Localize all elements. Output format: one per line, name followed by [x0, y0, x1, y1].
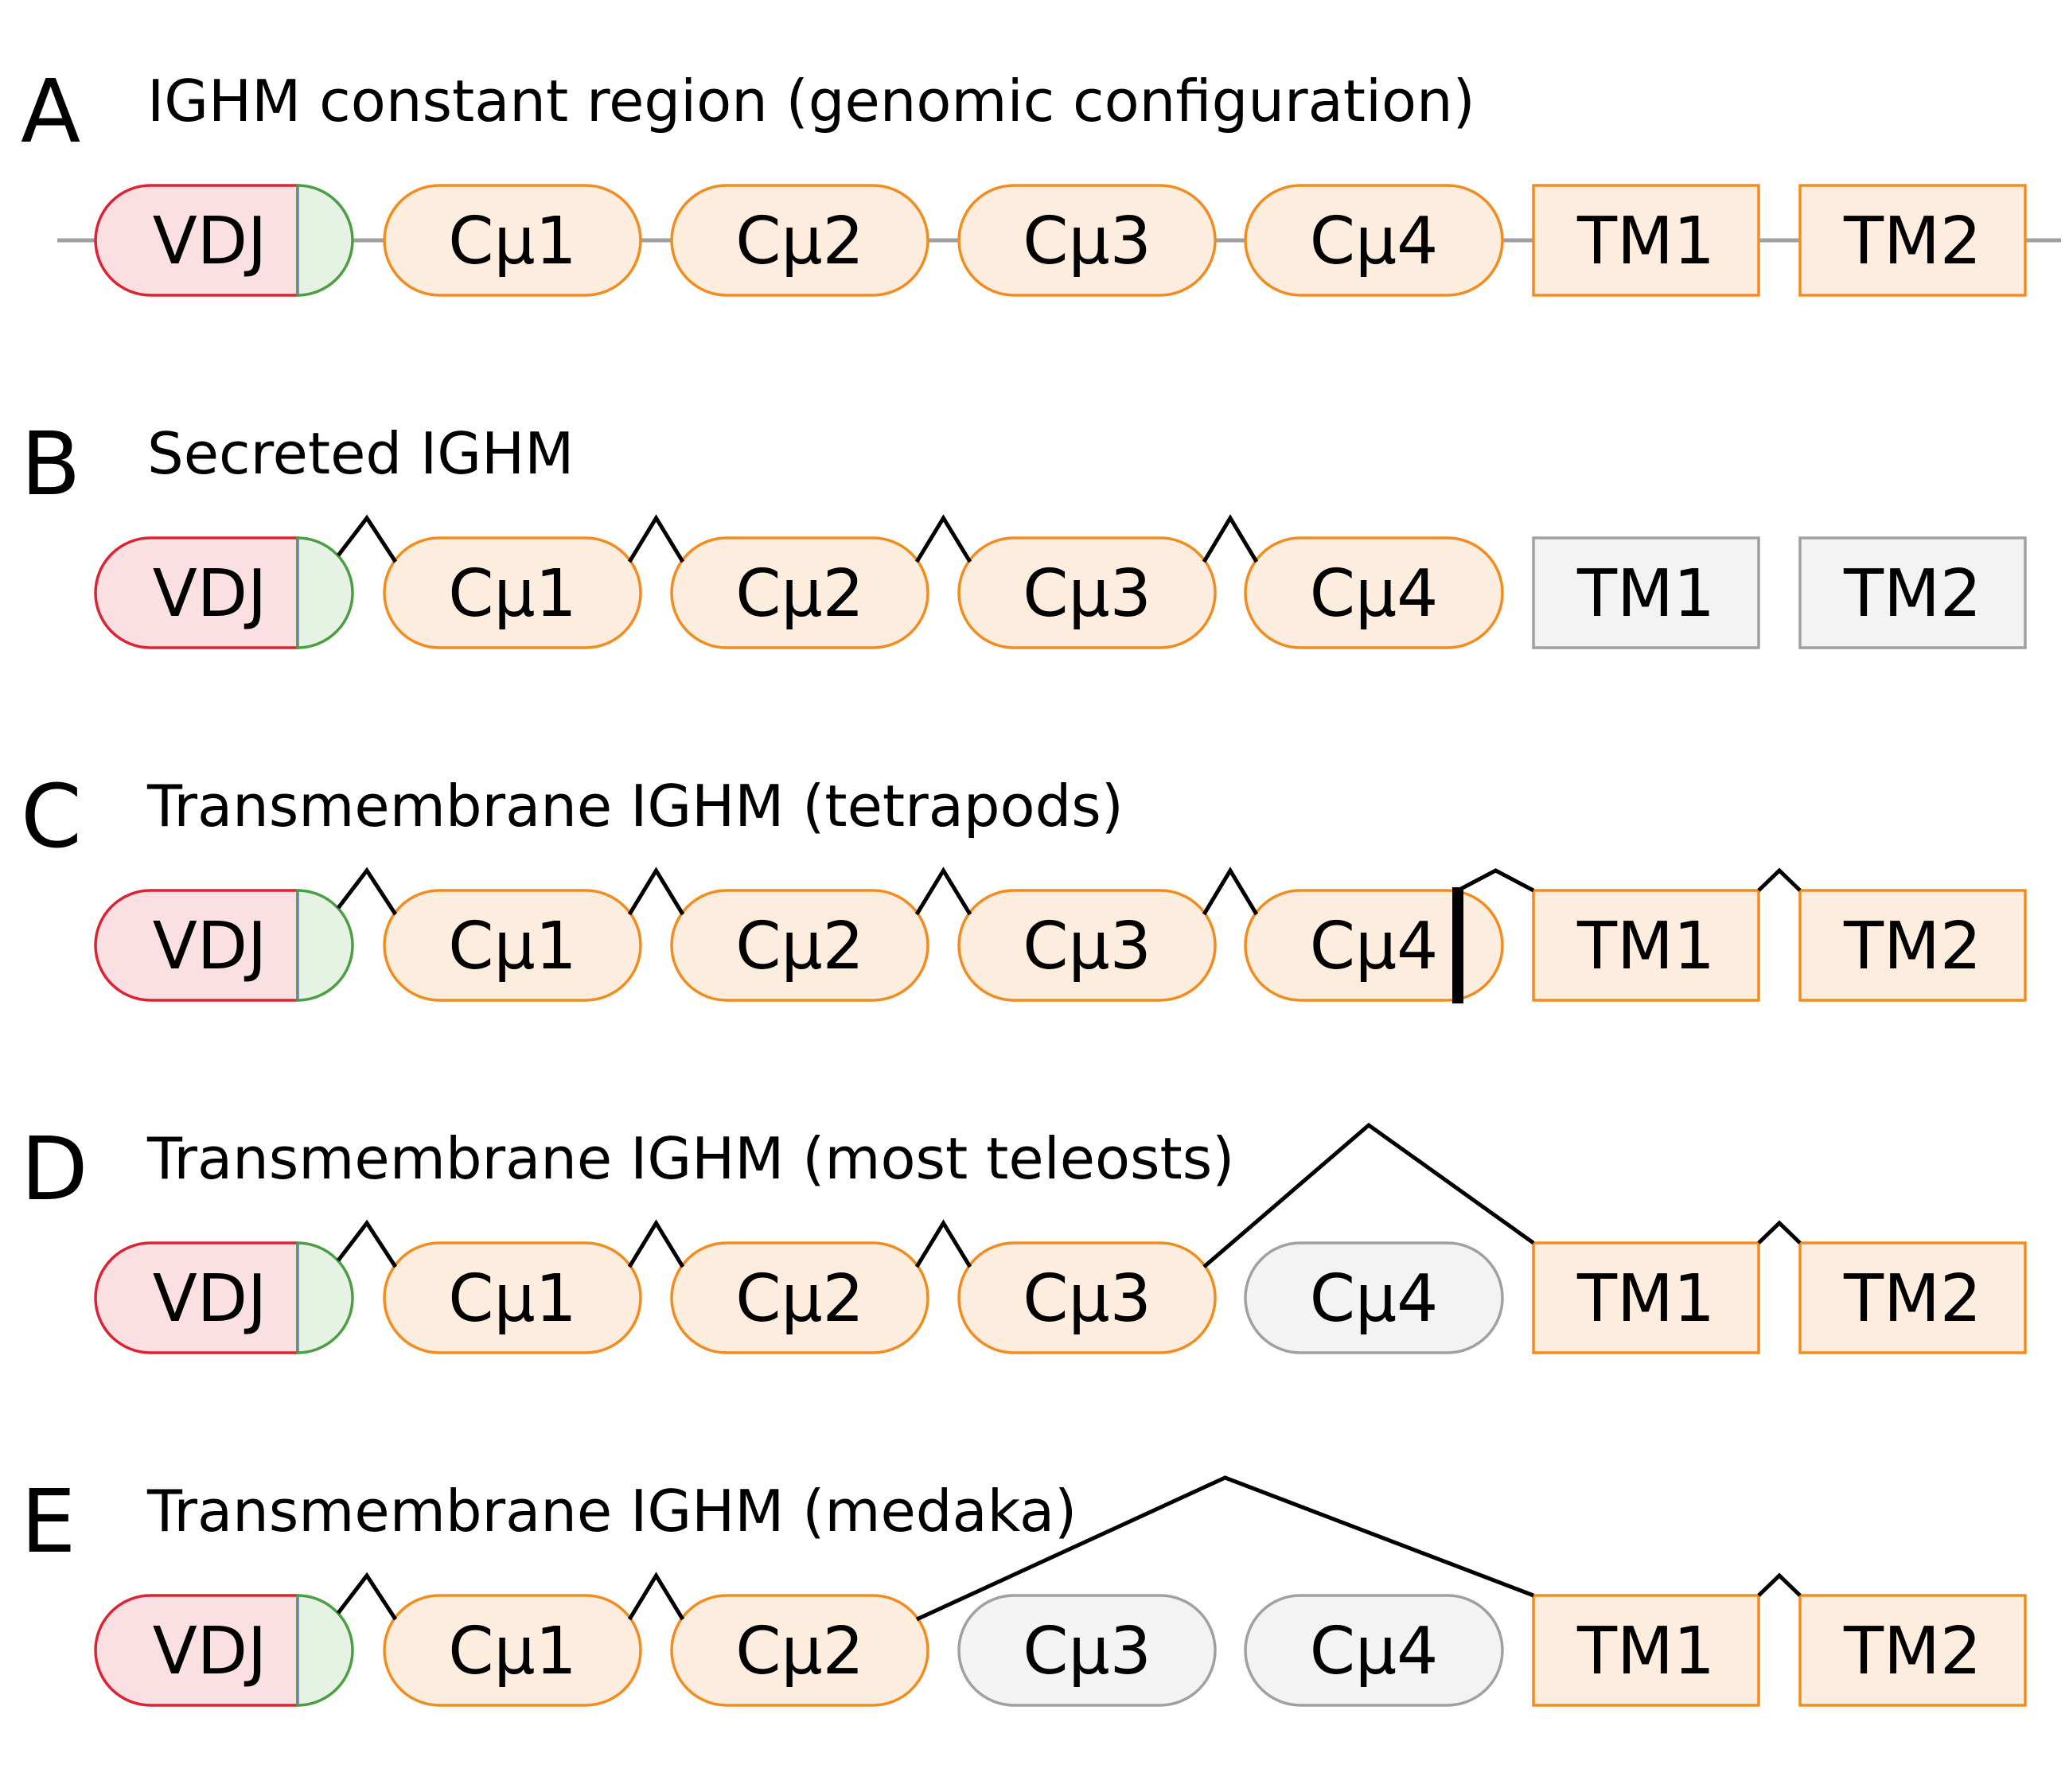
panel-a: A IGHM constant region (genomic configura… — [21, 60, 2061, 297]
vdj-segment — [94, 184, 299, 297]
cm2-exon-shape — [670, 184, 929, 297]
tm1-label: TM1 — [1576, 556, 1715, 632]
tm1-exon-shape — [1532, 889, 1760, 1002]
cm3-label: Cμ3 — [1023, 1261, 1151, 1337]
cm1-label: Cμ1 — [448, 204, 577, 279]
cm4-label: Cμ4 — [1310, 1261, 1439, 1337]
panel-letter: E — [21, 1471, 76, 1572]
panel-letter: C — [21, 765, 82, 867]
splice-cm1-cm2 — [627, 1572, 685, 1621]
tm2-label: TM2 — [1843, 1614, 1981, 1689]
splice-cm3-cm4 — [1202, 514, 1259, 563]
cm4-label: Cμ4 — [1310, 1614, 1439, 1689]
panel-d: D Transmembrane IGHM (most teleosts) VDJ Cμ… — [21, 1118, 2027, 1354]
vdj-label: VDJ — [153, 556, 267, 632]
vdj-label: VDJ — [153, 1261, 267, 1337]
cm2-label: Cμ2 — [735, 1261, 864, 1337]
panel-letter: A — [21, 60, 80, 162]
splice-cm2-cm3 — [914, 1219, 972, 1268]
splice-tm1-tm2 — [1757, 1220, 1802, 1245]
vdj-cap-segment — [296, 1594, 354, 1707]
vdj-cap-segment — [296, 184, 354, 297]
cm1-exon-shape — [383, 184, 642, 297]
panel-title: Secreted IGHM — [147, 420, 574, 487]
splice-vdj-cm1 — [337, 514, 398, 563]
panel-title: Transmembrane IGHM (most teleosts) — [146, 1125, 1234, 1192]
splice-vdj-cm1 — [337, 867, 398, 916]
panel-b: B Secreted IGHM VDJ Cμ1 Cμ2 Cμ3 Cμ4 TM1 TM2 — [21, 413, 2027, 649]
splice-cm3-tm1 — [1202, 1122, 1535, 1268]
cm3-exon-shape — [957, 1594, 1217, 1707]
cm4-exon-shape — [1244, 1241, 1504, 1354]
splice-cm2-cm3 — [914, 514, 972, 563]
panel-letter: B — [21, 413, 80, 515]
tm1-label: TM1 — [1576, 1261, 1715, 1337]
vdj-cap-segment — [296, 889, 354, 1002]
cm4-exon-shape — [1244, 536, 1504, 649]
cm2-label: Cμ2 — [735, 909, 864, 984]
splice-cm1-cm2 — [627, 867, 685, 916]
tm1-label: TM1 — [1576, 909, 1715, 984]
vdj-label: VDJ — [153, 1614, 267, 1689]
cm3-label: Cμ3 — [1023, 1614, 1151, 1689]
splice-cm1-cm2 — [627, 514, 685, 563]
vdj-cap-segment — [296, 1241, 354, 1354]
cm1-label: Cμ1 — [448, 909, 577, 984]
tm1-label: TM1 — [1576, 204, 1715, 279]
tm2-label: TM2 — [1843, 909, 1981, 984]
cm3-label: Cμ3 — [1023, 204, 1151, 279]
panel-letter: D — [21, 1118, 88, 1220]
splice-cm1-cm2 — [627, 1219, 685, 1268]
splice-cm3-cm4 — [1202, 867, 1259, 916]
cm3-label: Cμ3 — [1023, 556, 1151, 632]
cm3-exon-shape — [957, 184, 1217, 297]
cm1-label: Cμ1 — [448, 1614, 577, 1689]
cm4-exon-shape — [1244, 889, 1504, 1002]
tm2-exon-shape — [1798, 1594, 2027, 1707]
tm2-exon-shape — [1798, 889, 2027, 1002]
tm2-exon-shape — [1798, 184, 2027, 297]
tm1-exon-shape — [1532, 1594, 1760, 1707]
panel-c: C Transmembrane IGHM (tetrapods) VDJ Cμ1 Cμ2… — [21, 765, 2027, 1003]
tm2-label: TM2 — [1843, 204, 1981, 279]
cm4-label: Cμ4 — [1310, 909, 1439, 984]
panel-e: E Transmembrane IGHM (medaka) VDJ Cμ1 Cμ2 Cμ3… — [21, 1471, 2027, 1707]
tm2-exon-shape — [1798, 1241, 2027, 1354]
splice-vdj-cm1 — [337, 1572, 398, 1621]
tm1-exon-shape — [1532, 184, 1760, 297]
tm2-label: TM2 — [1843, 556, 1981, 632]
tm1-exon-shape — [1532, 1241, 1760, 1354]
cm1-label: Cμ1 — [448, 1261, 577, 1337]
splice-cm2-tm1 — [915, 1475, 1534, 1622]
vdj-segment — [94, 1594, 299, 1707]
vdj-cap-segment — [296, 536, 354, 649]
cm4-exon-shape — [1244, 1594, 1504, 1707]
panel-title: Transmembrane IGHM (medaka) — [146, 1478, 1077, 1545]
cm2-label: Cμ2 — [735, 556, 864, 632]
cm1-label: Cμ1 — [448, 556, 577, 632]
splice-tm1-tm2 — [1757, 1572, 1802, 1597]
splice-cm4-tm1 — [1456, 868, 1535, 893]
splice-tm1-tm2 — [1757, 867, 1802, 892]
vdj-segment — [94, 536, 299, 649]
panel-title: IGHM constant region (genomic configurat… — [147, 68, 1475, 134]
tm2-label: TM2 — [1843, 1261, 1981, 1337]
cm4-exon-shape — [1244, 184, 1504, 297]
splice-vdj-cm1 — [337, 1219, 398, 1268]
vdj-label: VDJ — [153, 204, 267, 279]
vdj-label: VDJ — [153, 909, 267, 984]
tm2-exon-shape — [1798, 536, 2027, 649]
cm2-label: Cμ2 — [735, 1614, 864, 1689]
cm4-label: Cμ4 — [1310, 204, 1439, 279]
cm3-label: Cμ3 — [1023, 909, 1151, 984]
tm1-label: TM1 — [1576, 1614, 1715, 1689]
cm4-label: Cμ4 — [1310, 556, 1439, 632]
vdj-segment — [94, 889, 299, 1002]
splice-cm2-cm3 — [914, 867, 972, 916]
panel-title: Transmembrane IGHM (tetrapods) — [146, 773, 1124, 840]
tm1-exon-shape — [1532, 536, 1760, 649]
cm2-label: Cμ2 — [735, 204, 864, 279]
vdj-segment — [94, 1241, 299, 1354]
